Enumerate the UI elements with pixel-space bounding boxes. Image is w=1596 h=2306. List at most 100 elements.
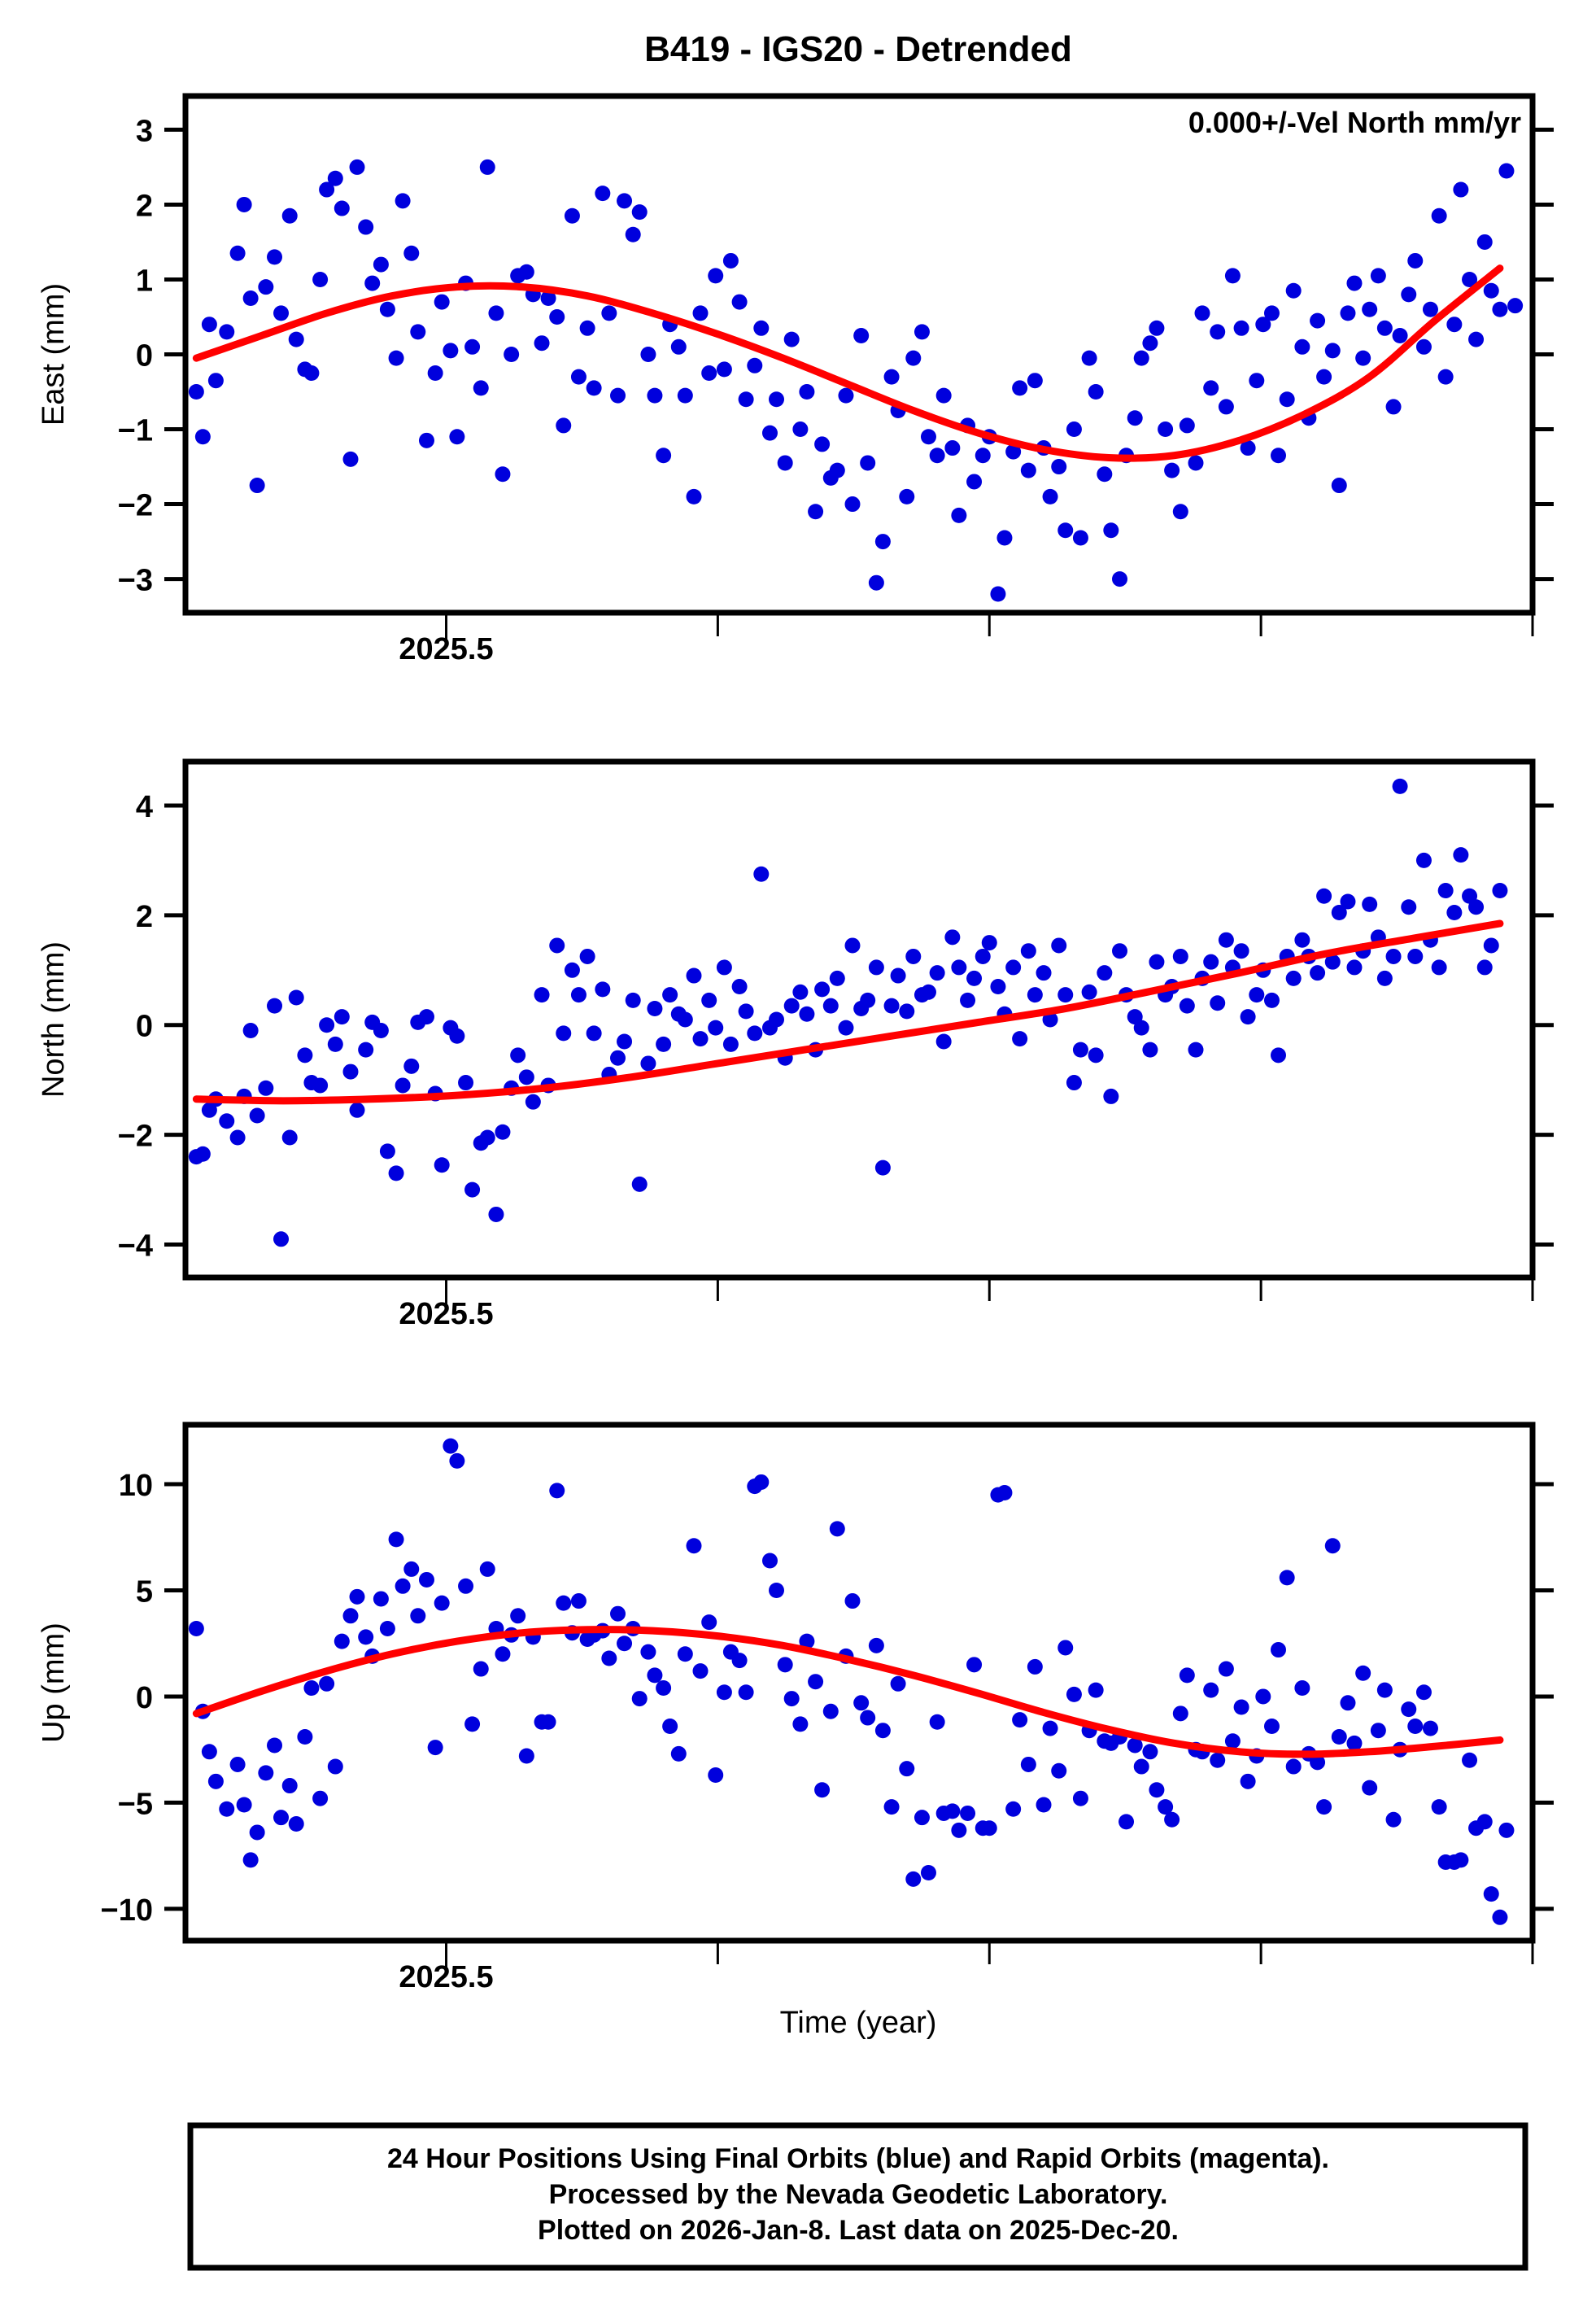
- data-point: [1233, 320, 1249, 336]
- data-point: [1407, 252, 1424, 269]
- data-point: [525, 1094, 541, 1110]
- data-point: [1376, 1682, 1393, 1698]
- data-point: [1431, 1799, 1447, 1815]
- data-point: [549, 308, 565, 325]
- data-point: [1233, 943, 1249, 959]
- data-point: [670, 338, 687, 355]
- data-point: [1005, 443, 1022, 460]
- data-point: [1446, 904, 1463, 920]
- data-point: [1324, 343, 1341, 359]
- data-point: [1294, 338, 1310, 355]
- y-tick-label-east: 0: [136, 339, 153, 373]
- footer-line-3: Plotted on 2026-Jan-8. Last data on 2025…: [538, 2215, 1179, 2246]
- data-point: [1005, 1801, 1022, 1817]
- data-point: [1294, 932, 1310, 948]
- data-point: [868, 574, 884, 591]
- data-point: [617, 193, 633, 209]
- data-point: [722, 1036, 739, 1052]
- data-point: [1194, 305, 1210, 321]
- y-tick-label-north: −2: [118, 1120, 153, 1154]
- data-point: [418, 1571, 434, 1588]
- y-tick-label-up: −10: [101, 1893, 153, 1928]
- data-point: [242, 290, 259, 306]
- data-point: [1133, 1020, 1149, 1036]
- data-point: [540, 1714, 556, 1730]
- data-point: [1468, 899, 1485, 915]
- data-point: [1133, 350, 1149, 366]
- x-tick-label-east: 2025.5: [399, 632, 493, 666]
- data-point: [701, 992, 717, 1008]
- data-point: [829, 462, 845, 478]
- data-point: [1415, 1684, 1432, 1701]
- data-point: [1498, 1822, 1515, 1838]
- data-point: [670, 1745, 687, 1762]
- velocity-annotation: 0.000+/-Vel North mm/yr: [1188, 106, 1521, 139]
- data-point: [297, 1729, 313, 1745]
- data-point: [853, 327, 870, 343]
- y-tick-label-up: 10: [119, 1469, 153, 1503]
- data-point: [1020, 462, 1036, 478]
- data-point: [1392, 778, 1408, 794]
- data-point: [761, 425, 778, 441]
- data-point: [1355, 1665, 1371, 1681]
- data-point: [838, 1020, 854, 1036]
- data-point: [510, 1608, 526, 1624]
- data-point: [899, 1761, 915, 1777]
- data-point: [570, 369, 587, 385]
- data-point: [249, 1107, 265, 1124]
- data-point: [273, 1231, 290, 1247]
- data-point: [944, 1803, 961, 1819]
- data-point: [701, 1614, 717, 1631]
- data-point: [449, 429, 465, 445]
- data-point: [1285, 282, 1302, 299]
- data-point: [395, 1077, 411, 1094]
- data-point: [868, 1637, 884, 1653]
- data-point: [625, 226, 641, 242]
- data-point: [844, 1593, 861, 1609]
- data-point: [249, 1824, 265, 1841]
- plot-frame-north: [182, 758, 1536, 1281]
- data-point: [738, 1684, 754, 1701]
- data-point: [267, 249, 283, 265]
- data-point: [838, 387, 854, 404]
- data-point: [1362, 1780, 1378, 1796]
- data-point: [1498, 163, 1515, 179]
- data-point: [373, 256, 389, 273]
- data-point: [960, 992, 976, 1008]
- data-point: [1431, 959, 1447, 976]
- data-point: [1119, 1814, 1135, 1830]
- data-point: [364, 275, 381, 291]
- data-point: [1133, 1758, 1149, 1775]
- data-point: [738, 391, 754, 408]
- data-point: [1203, 380, 1219, 396]
- data-point: [753, 1474, 770, 1490]
- data-point: [686, 1538, 702, 1554]
- data-point: [1149, 320, 1165, 336]
- data-point: [342, 1063, 359, 1080]
- data-point: [777, 455, 793, 471]
- data-point: [708, 1767, 724, 1783]
- data-point: [556, 1595, 572, 1611]
- data-point: [556, 1025, 572, 1042]
- data-point: [966, 1657, 983, 1673]
- data-point: [1172, 504, 1188, 520]
- data-point: [249, 478, 265, 494]
- y-tick-label-east: −1: [118, 414, 153, 448]
- data-point: [418, 432, 434, 448]
- data-point: [427, 1740, 443, 1756]
- data-point: [890, 967, 906, 984]
- data-point: [1346, 959, 1363, 976]
- data-point: [312, 271, 329, 287]
- data-point: [1218, 1661, 1234, 1677]
- data-point: [534, 335, 550, 352]
- data-point: [1210, 324, 1226, 340]
- data-point: [1340, 305, 1356, 321]
- data-point: [288, 1816, 304, 1832]
- data-point: [534, 987, 550, 1003]
- data-point: [379, 1143, 395, 1160]
- data-point: [1376, 970, 1393, 986]
- data-point: [1271, 448, 1286, 464]
- data-point: [935, 1033, 952, 1050]
- data-point: [1362, 301, 1378, 317]
- y-tick-label-up: 0: [136, 1681, 153, 1715]
